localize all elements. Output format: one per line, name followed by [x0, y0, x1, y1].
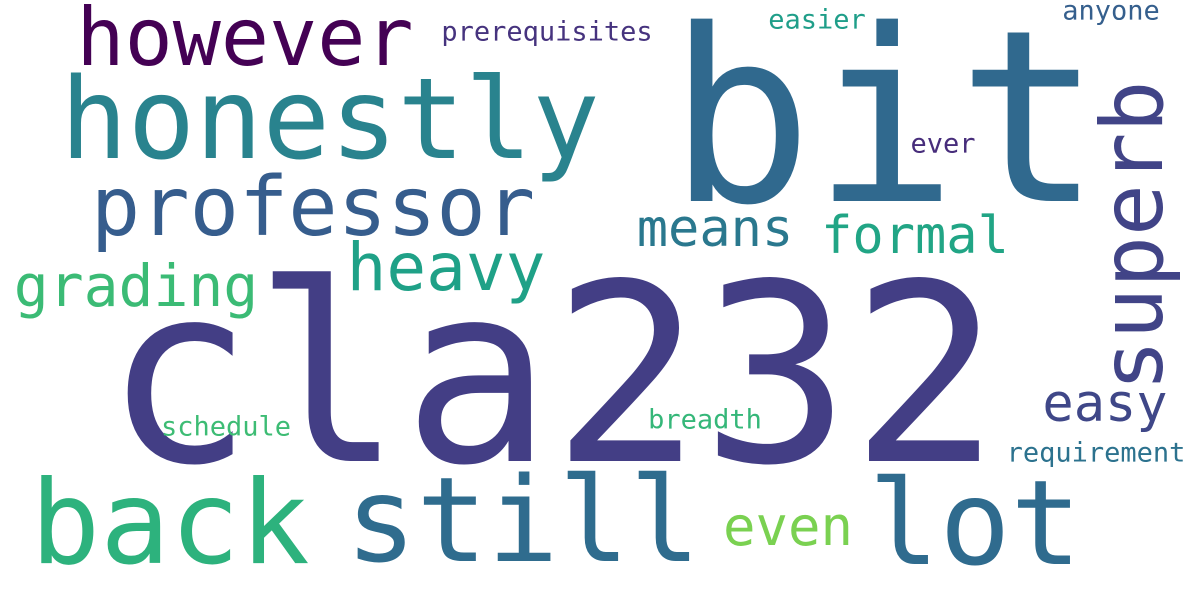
- word-superb: superb: [1083, 80, 1183, 392]
- word-formal: formal: [821, 206, 1009, 266]
- word-ever: ever: [910, 128, 976, 160]
- word-back: back: [30, 456, 310, 591]
- word-cla232: cla232: [104, 232, 1000, 520]
- word-requirement: requirement: [1006, 437, 1186, 469]
- word-however: however: [76, 0, 414, 84]
- word-prerequisites: prerequisites: [441, 16, 653, 48]
- word-grading: grading: [13, 252, 259, 320]
- word-professor: professor: [90, 160, 536, 255]
- word-still: still: [345, 451, 701, 589]
- word-schedule: schedule: [160, 411, 292, 443]
- word-anyone: anyone: [1062, 0, 1160, 27]
- word-lot: lot: [868, 454, 1082, 592]
- word-even: even: [722, 495, 854, 558]
- word-heavy: heavy: [346, 229, 546, 306]
- word-easy: easy: [1042, 374, 1168, 434]
- word-breadth: breadth: [648, 404, 762, 436]
- word-bit: bit: [668, 0, 1102, 258]
- word-means: means: [636, 199, 794, 259]
- word-easier: easier: [768, 4, 866, 36]
- word-honestly: honestly: [60, 55, 600, 185]
